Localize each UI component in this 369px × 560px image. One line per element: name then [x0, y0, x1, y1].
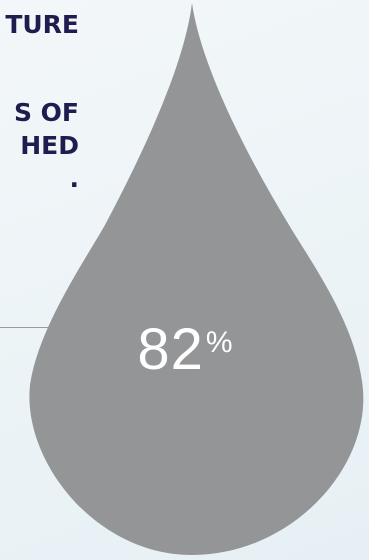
stat-unit: %	[205, 326, 233, 359]
headline-line-3: HED	[20, 131, 79, 160]
headline-line-2: S OF	[13, 98, 79, 127]
percentage-stat: 82%	[105, 318, 265, 382]
stat-value: 82	[137, 317, 204, 382]
headline-line-1: TURE	[5, 10, 79, 39]
drop-fill	[29, 3, 364, 555]
headline-text: TURE S OF HED .	[5, 8, 79, 195]
headline-line-4: .	[69, 164, 80, 193]
